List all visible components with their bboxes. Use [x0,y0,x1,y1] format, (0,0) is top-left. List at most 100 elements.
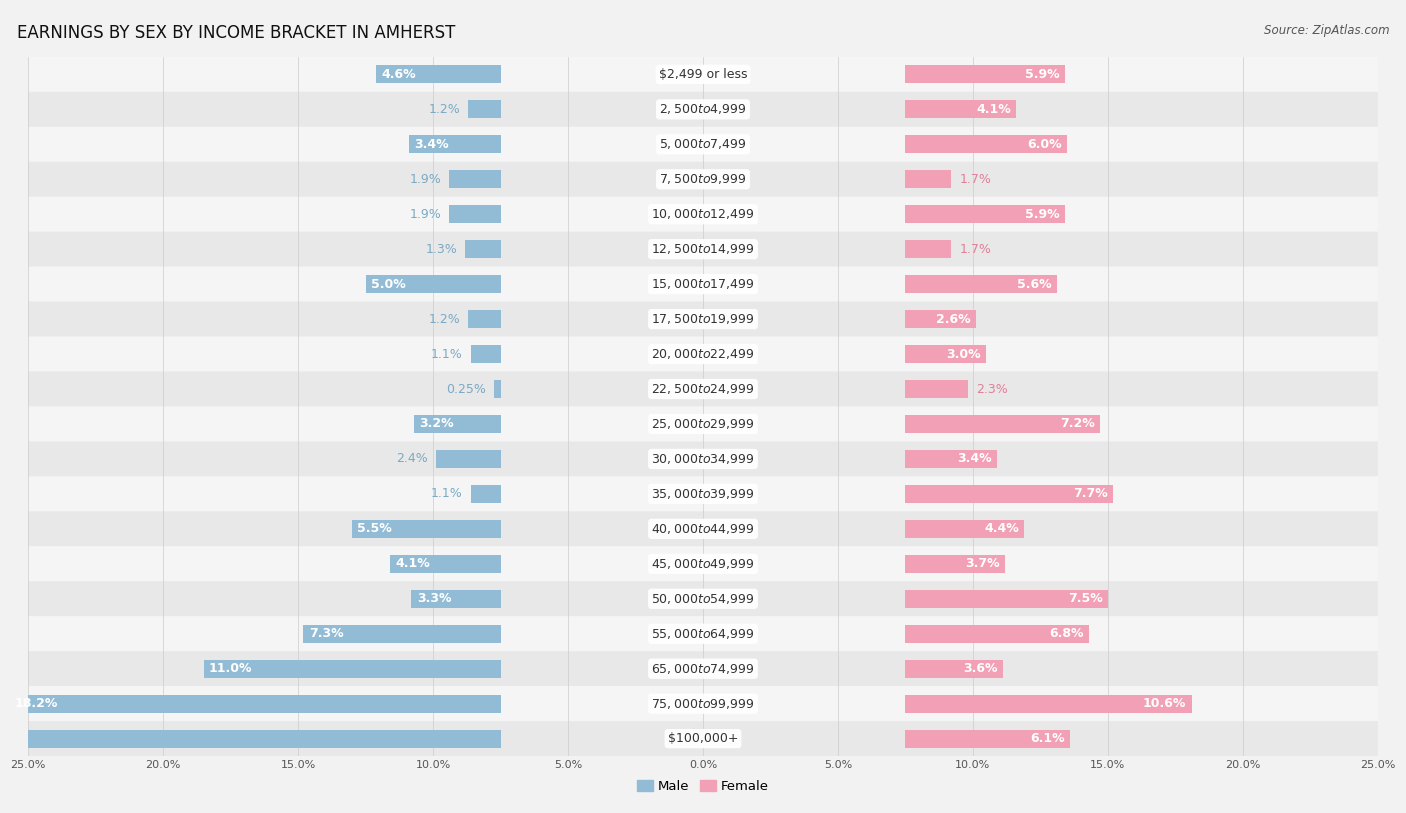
FancyBboxPatch shape [28,686,1378,721]
Bar [471,485,501,503]
Text: 3.4%: 3.4% [957,453,991,465]
Bar [436,450,501,468]
FancyBboxPatch shape [28,197,1378,232]
Bar [905,345,987,363]
Text: $45,000 to $49,999: $45,000 to $49,999 [651,557,755,571]
Bar [409,135,501,154]
Bar [905,275,1057,293]
Bar [905,485,1114,503]
FancyBboxPatch shape [28,92,1378,127]
FancyBboxPatch shape [28,232,1378,267]
Text: 1.9%: 1.9% [409,208,441,220]
Text: $2,500 to $4,999: $2,500 to $4,999 [659,102,747,116]
Bar [905,554,1005,573]
Bar [905,624,1090,643]
Bar [494,380,501,398]
Text: 3.0%: 3.0% [946,348,981,360]
Text: $65,000 to $74,999: $65,000 to $74,999 [651,662,755,676]
Bar [905,205,1064,224]
Text: 6.8%: 6.8% [1049,628,1084,640]
Text: 1.2%: 1.2% [429,103,460,115]
Bar [905,659,1002,678]
Text: 5.5%: 5.5% [357,523,392,535]
Text: 3.6%: 3.6% [963,663,997,675]
FancyBboxPatch shape [28,511,1378,546]
Text: $30,000 to $34,999: $30,000 to $34,999 [651,452,755,466]
Text: 5.0%: 5.0% [371,278,406,290]
Text: 0.25%: 0.25% [446,383,485,395]
Bar [905,520,1024,538]
Bar [204,659,501,678]
Bar [905,240,952,259]
FancyBboxPatch shape [28,476,1378,511]
FancyBboxPatch shape [28,57,1378,92]
Bar [415,415,501,433]
Text: 3.4%: 3.4% [415,138,449,150]
Bar [352,520,501,538]
Text: $50,000 to $54,999: $50,000 to $54,999 [651,592,755,606]
Bar [377,65,501,84]
FancyBboxPatch shape [28,302,1378,337]
Text: 4.6%: 4.6% [382,68,416,80]
Text: 1.1%: 1.1% [432,348,463,360]
Bar [10,694,501,713]
FancyBboxPatch shape [28,372,1378,406]
Text: 6.1%: 6.1% [1031,733,1064,745]
Text: $25,000 to $29,999: $25,000 to $29,999 [651,417,755,431]
Bar [905,694,1192,713]
Bar [468,310,501,328]
Bar [905,589,1108,608]
Bar [905,170,952,189]
Text: 2.3%: 2.3% [976,383,1008,395]
Text: $15,000 to $17,499: $15,000 to $17,499 [651,277,755,291]
Text: $2,499 or less: $2,499 or less [659,68,747,80]
Text: 1.2%: 1.2% [429,313,460,325]
Bar [905,135,1067,154]
Text: 2.4%: 2.4% [396,453,427,465]
FancyBboxPatch shape [28,337,1378,372]
Text: $20,000 to $22,499: $20,000 to $22,499 [651,347,755,361]
Text: 4.4%: 4.4% [984,523,1019,535]
Text: EARNINGS BY SEX BY INCOME BRACKET IN AMHERST: EARNINGS BY SEX BY INCOME BRACKET IN AMH… [17,24,456,42]
Text: 7.3%: 7.3% [309,628,343,640]
Text: $55,000 to $64,999: $55,000 to $64,999 [651,627,755,641]
Text: 5.9%: 5.9% [1025,208,1059,220]
Text: 3.7%: 3.7% [966,558,1000,570]
Text: $17,500 to $19,999: $17,500 to $19,999 [651,312,755,326]
Text: $75,000 to $99,999: $75,000 to $99,999 [651,697,755,711]
FancyBboxPatch shape [28,546,1378,581]
Text: 7.5%: 7.5% [1067,593,1102,605]
Bar [905,415,1099,433]
Text: 11.0%: 11.0% [209,663,253,675]
Bar [905,65,1064,84]
Text: 5.9%: 5.9% [1025,68,1059,80]
FancyBboxPatch shape [28,581,1378,616]
FancyBboxPatch shape [28,441,1378,476]
FancyBboxPatch shape [28,406,1378,441]
Text: 6.0%: 6.0% [1028,138,1062,150]
Text: 7.7%: 7.7% [1073,488,1108,500]
FancyBboxPatch shape [28,616,1378,651]
FancyBboxPatch shape [28,267,1378,302]
Text: 1.3%: 1.3% [426,243,457,255]
FancyBboxPatch shape [28,721,1378,756]
Text: Source: ZipAtlas.com: Source: ZipAtlas.com [1264,24,1389,37]
Text: 5.6%: 5.6% [1017,278,1052,290]
Text: 1.7%: 1.7% [959,173,991,185]
Text: $35,000 to $39,999: $35,000 to $39,999 [651,487,755,501]
Text: 18.2%: 18.2% [14,698,58,710]
Bar [304,624,501,643]
FancyBboxPatch shape [28,162,1378,197]
Text: 4.1%: 4.1% [976,103,1011,115]
Bar [905,729,1070,748]
Text: 4.1%: 4.1% [395,558,430,570]
FancyBboxPatch shape [28,651,1378,686]
Text: $100,000+: $100,000+ [668,733,738,745]
Text: 10.6%: 10.6% [1143,698,1187,710]
Bar [412,589,501,608]
Text: 7.2%: 7.2% [1060,418,1094,430]
Bar [450,205,501,224]
FancyBboxPatch shape [28,127,1378,162]
Bar [471,345,501,363]
Text: 1.1%: 1.1% [432,488,463,500]
